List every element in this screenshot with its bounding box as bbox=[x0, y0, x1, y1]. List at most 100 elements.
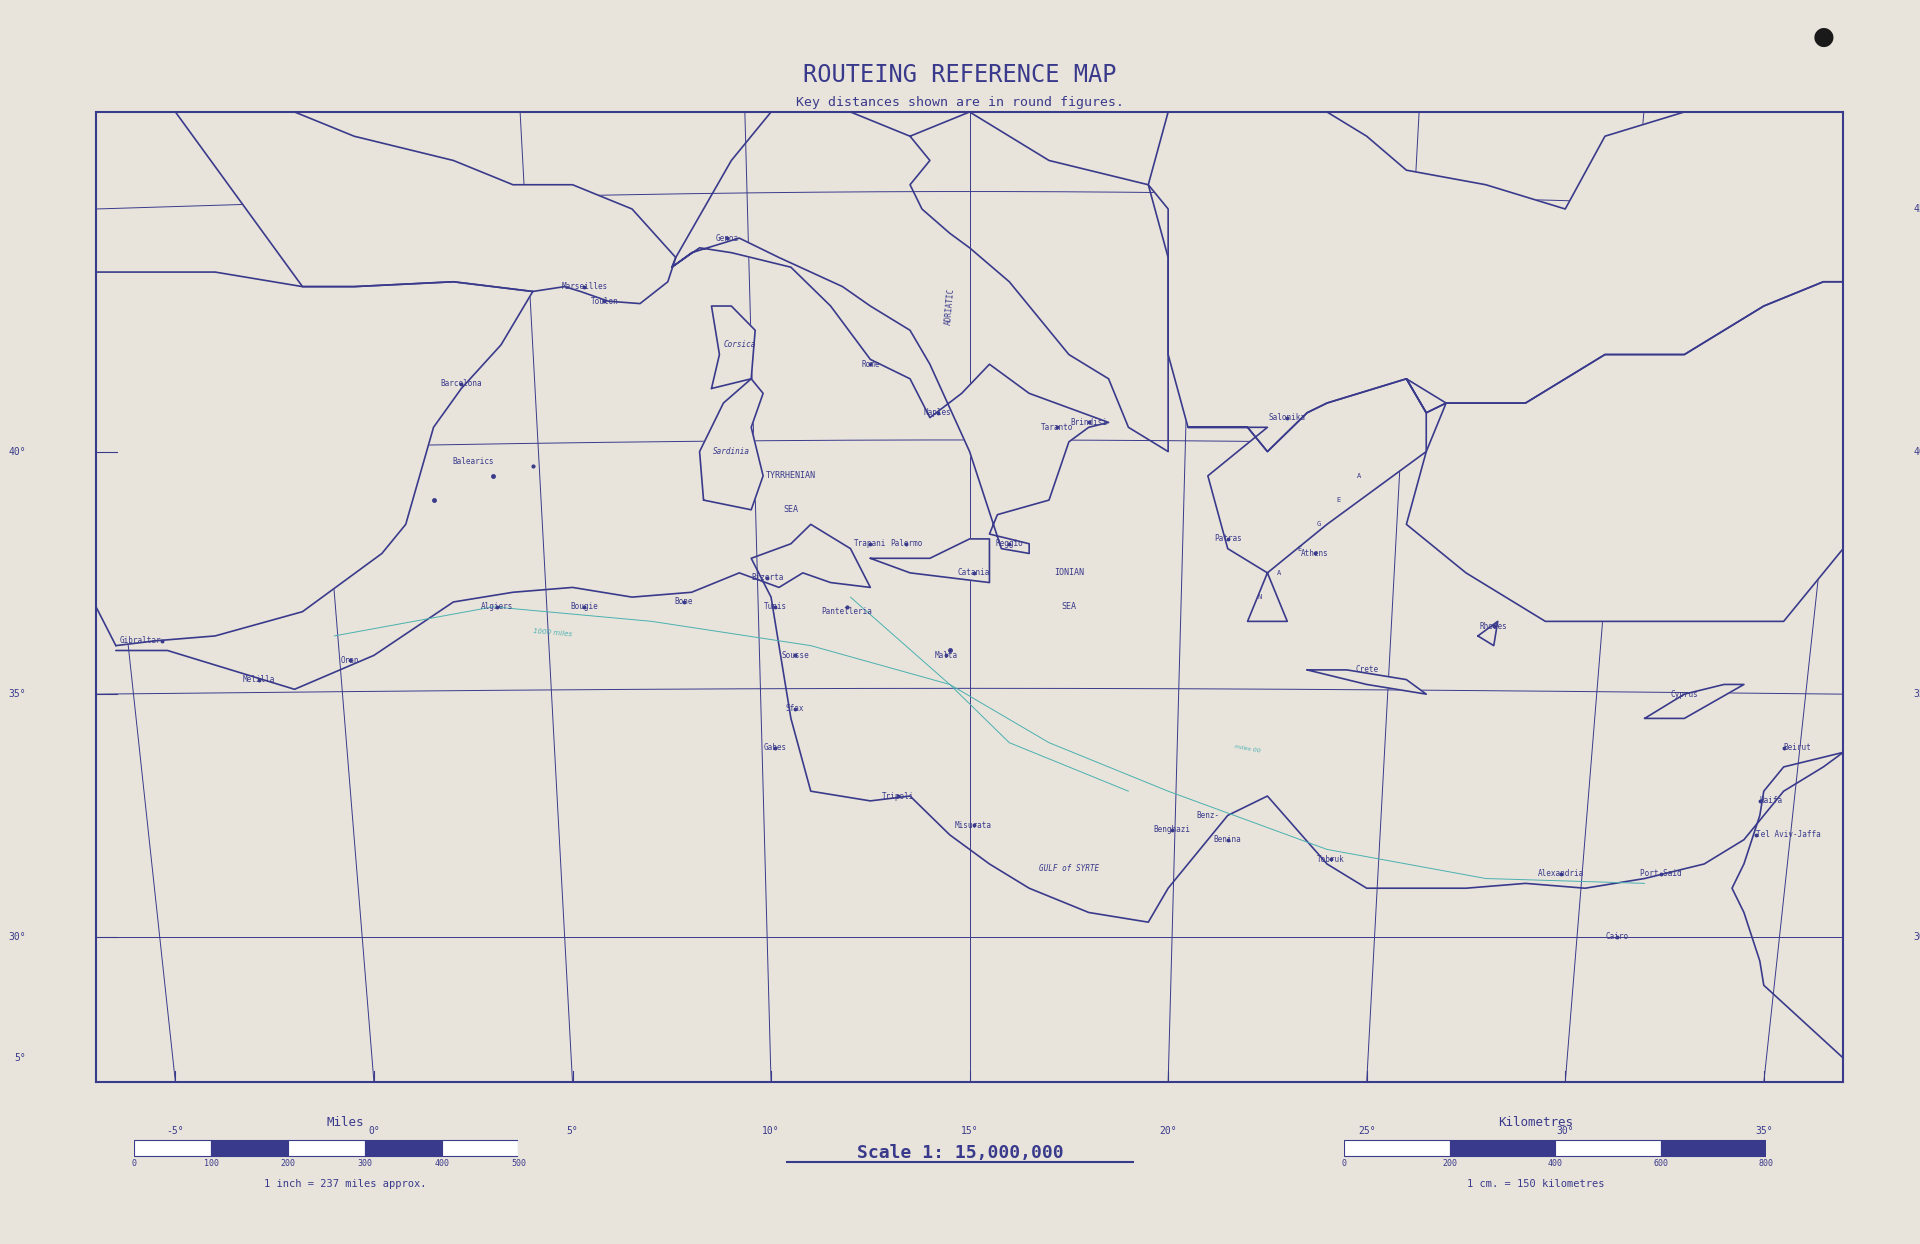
Text: Cyprus: Cyprus bbox=[1670, 689, 1697, 699]
Text: Sardinia: Sardinia bbox=[712, 447, 751, 457]
Text: ADRIATIC: ADRIATIC bbox=[943, 287, 956, 325]
Text: ●: ● bbox=[1812, 25, 1836, 50]
Polygon shape bbox=[1645, 684, 1743, 718]
Text: E: E bbox=[1298, 546, 1302, 551]
Text: Misurata: Misurata bbox=[954, 821, 993, 830]
Text: 45°: 45° bbox=[1912, 204, 1920, 214]
Text: Miles: Miles bbox=[326, 1116, 365, 1128]
Text: Brindisi: Brindisi bbox=[1069, 418, 1108, 427]
Text: Melilla: Melilla bbox=[242, 675, 275, 684]
Text: Sousse: Sousse bbox=[781, 651, 808, 659]
Polygon shape bbox=[175, 40, 676, 304]
Text: Bone: Bone bbox=[674, 597, 693, 607]
Text: GULF of SYRTE: GULF of SYRTE bbox=[1039, 865, 1098, 873]
Text: Corsica: Corsica bbox=[724, 341, 755, 350]
Text: Athens: Athens bbox=[1302, 549, 1329, 559]
Bar bbox=[1344, 1141, 1450, 1156]
Text: Gibraltar: Gibraltar bbox=[119, 636, 161, 646]
Text: Tripoli: Tripoli bbox=[881, 791, 914, 801]
Bar bbox=[134, 1141, 211, 1156]
Text: 400: 400 bbox=[1548, 1159, 1563, 1168]
Polygon shape bbox=[1188, 378, 1446, 622]
Text: Patras: Patras bbox=[1213, 535, 1242, 544]
Text: Gabes: Gabes bbox=[764, 743, 787, 753]
Text: Crete: Crete bbox=[1356, 666, 1379, 674]
Text: 30°: 30° bbox=[1557, 1126, 1574, 1136]
Bar bbox=[288, 1141, 365, 1156]
Text: ROUTEING REFERENCE MAP: ROUTEING REFERENCE MAP bbox=[803, 62, 1117, 87]
Text: Palermo: Palermo bbox=[889, 539, 922, 549]
Text: 200: 200 bbox=[1442, 1159, 1457, 1168]
Polygon shape bbox=[672, 238, 1108, 554]
Text: 35°: 35° bbox=[1912, 689, 1920, 699]
Polygon shape bbox=[1478, 622, 1498, 646]
Text: 35°: 35° bbox=[8, 689, 27, 699]
Text: E: E bbox=[1336, 498, 1340, 503]
Text: 30°: 30° bbox=[1912, 932, 1920, 942]
Text: 0°: 0° bbox=[369, 1126, 380, 1136]
Text: Benghazi: Benghazi bbox=[1154, 826, 1190, 835]
Text: Marseilles: Marseilles bbox=[561, 282, 607, 291]
Bar bbox=[1661, 1141, 1766, 1156]
Polygon shape bbox=[1148, 112, 1843, 452]
Text: Genoa: Genoa bbox=[716, 234, 739, 243]
Text: Algiers: Algiers bbox=[480, 602, 513, 611]
Text: 0: 0 bbox=[132, 1159, 136, 1168]
Text: 1 inch = 237 miles approx.: 1 inch = 237 miles approx. bbox=[265, 1179, 426, 1189]
Text: 300: 300 bbox=[357, 1159, 372, 1168]
Text: 15°: 15° bbox=[960, 1126, 979, 1136]
Text: Port Said: Port Said bbox=[1640, 870, 1682, 878]
Text: Benina: Benina bbox=[1213, 835, 1242, 845]
Polygon shape bbox=[870, 539, 989, 582]
Text: Oran: Oran bbox=[342, 656, 359, 664]
Polygon shape bbox=[36, 272, 532, 646]
Text: 40°: 40° bbox=[8, 447, 27, 457]
Polygon shape bbox=[1308, 669, 1427, 694]
Text: Malta: Malta bbox=[935, 651, 958, 659]
Text: Tel Aviv-Jaffa: Tel Aviv-Jaffa bbox=[1755, 830, 1820, 840]
Text: Beirut: Beirut bbox=[1784, 743, 1811, 753]
Text: 0: 0 bbox=[1342, 1159, 1346, 1168]
Text: SEA: SEA bbox=[1062, 602, 1077, 611]
Polygon shape bbox=[712, 306, 755, 388]
Text: 40°: 40° bbox=[1912, 447, 1920, 457]
Text: 20°: 20° bbox=[1160, 1126, 1177, 1136]
Polygon shape bbox=[1405, 282, 1843, 622]
Text: 400: 400 bbox=[434, 1159, 449, 1168]
Bar bbox=[211, 1141, 288, 1156]
Text: G: G bbox=[1317, 521, 1321, 527]
Text: Benz-: Benz- bbox=[1196, 811, 1219, 820]
Bar bbox=[1450, 1141, 1555, 1156]
Text: SEA: SEA bbox=[783, 505, 799, 514]
Polygon shape bbox=[699, 378, 762, 510]
Text: 5°: 5° bbox=[566, 1126, 578, 1136]
Text: Bougie: Bougie bbox=[570, 602, 599, 611]
Text: Barcelona: Barcelona bbox=[440, 379, 482, 388]
Text: 1 cm. = 150 kilometres: 1 cm. = 150 kilometres bbox=[1467, 1179, 1605, 1189]
Text: Catania: Catania bbox=[958, 569, 989, 577]
Text: Tobruk: Tobruk bbox=[1317, 855, 1344, 863]
Text: 600: 600 bbox=[1653, 1159, 1668, 1168]
Bar bbox=[1555, 1141, 1661, 1156]
Text: 1000 miles: 1000 miles bbox=[534, 627, 572, 637]
Text: IONIAN: IONIAN bbox=[1054, 569, 1085, 577]
Text: -5°: -5° bbox=[167, 1126, 184, 1136]
Text: Toulon: Toulon bbox=[591, 296, 618, 306]
Text: 500: 500 bbox=[511, 1159, 526, 1168]
Text: 10°: 10° bbox=[762, 1126, 780, 1136]
Text: Scale 1: 15,000,000: Scale 1: 15,000,000 bbox=[856, 1144, 1064, 1162]
Text: miles 00: miles 00 bbox=[1235, 744, 1261, 754]
Text: 30°: 30° bbox=[8, 932, 27, 942]
Text: Salonika: Salonika bbox=[1269, 413, 1306, 422]
Text: 35°: 35° bbox=[1755, 1126, 1772, 1136]
Text: TYRRHENIAN: TYRRHENIAN bbox=[766, 471, 816, 480]
Text: N: N bbox=[1258, 595, 1261, 600]
Text: Naples: Naples bbox=[924, 408, 952, 417]
Text: Bizerta: Bizerta bbox=[751, 573, 783, 582]
Text: 100: 100 bbox=[204, 1159, 219, 1168]
Text: Trapani: Trapani bbox=[854, 539, 887, 549]
Text: Rhodes: Rhodes bbox=[1480, 622, 1507, 631]
Text: 25°: 25° bbox=[1357, 1126, 1375, 1136]
Text: Cairo: Cairo bbox=[1605, 932, 1628, 942]
Text: Pantelleria: Pantelleria bbox=[822, 607, 872, 616]
